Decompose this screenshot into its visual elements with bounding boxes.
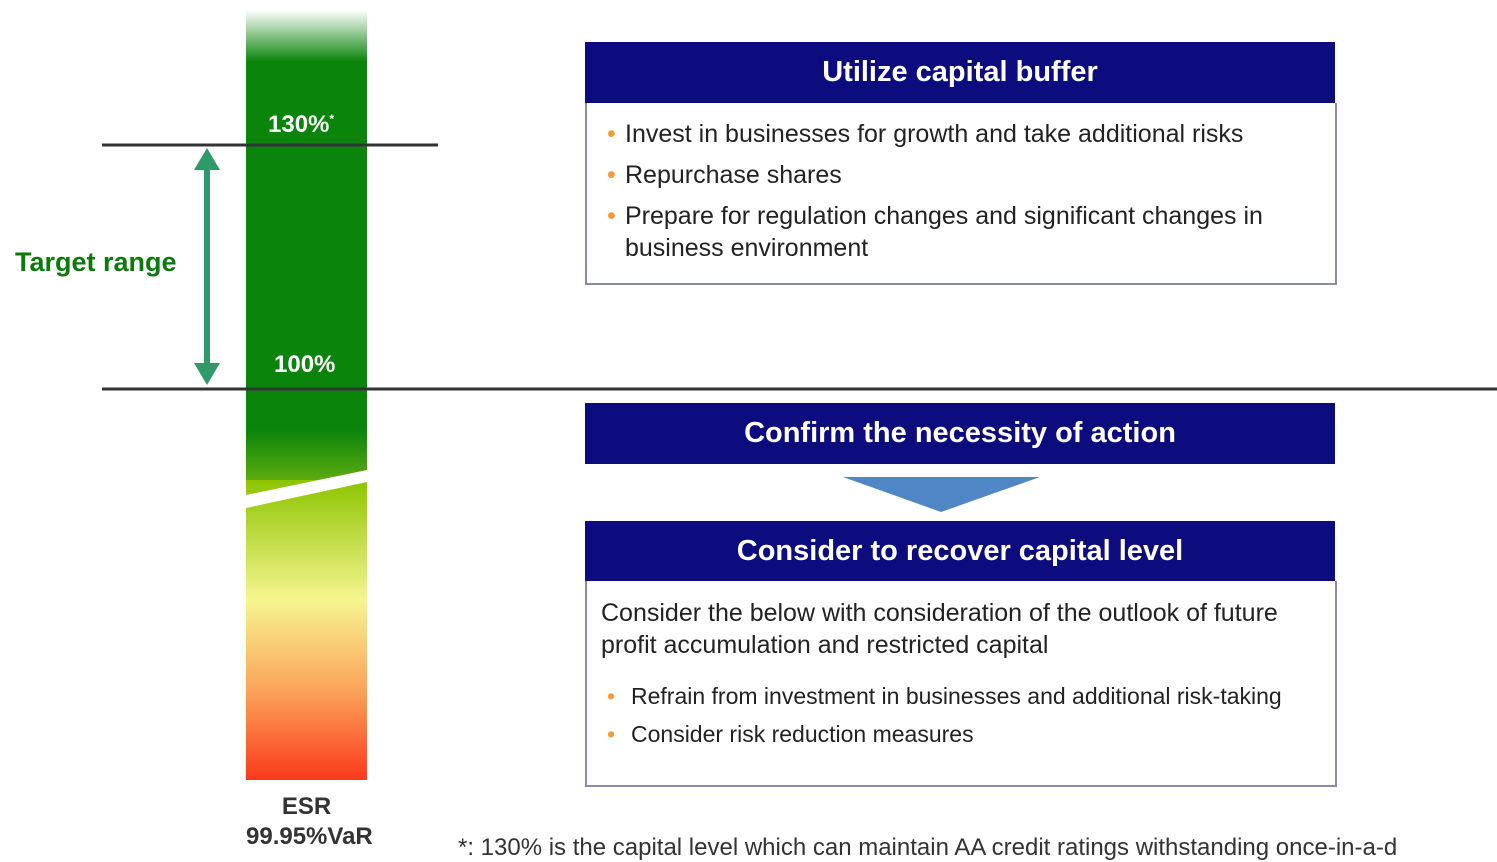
down-arrow <box>843 477 1040 512</box>
level-text: 130% <box>268 111 330 138</box>
footnote: *: 130% is the capital level which can m… <box>458 834 1398 861</box>
bullet: Prepare for regulation changes and signi… <box>587 200 1335 264</box>
axis-label-line: ESR <box>281 793 332 820</box>
target-range-label: Target range <box>15 247 177 277</box>
bar-green <box>246 61 367 431</box>
level-label: 130%* <box>268 111 334 139</box>
box-title: Consider to recover capital level <box>585 521 1335 582</box>
bullet: Consider risk reduction measures <box>587 719 1335 749</box>
level-label: 100% <box>274 351 336 378</box>
arrow-head <box>194 148 220 170</box>
axis-label: ESR 99.95%VaR <box>246 792 373 852</box>
axis-label-line: 99.95%VaR <box>246 823 373 850</box>
bar-break <box>246 470 367 508</box>
box-body: Invest in businesses for growth and take… <box>585 103 1337 285</box>
arrow-head <box>194 363 220 385</box>
box-body: Consider the below with consideration of… <box>585 581 1337 787</box>
bullet: Invest in businesses for growth and take… <box>587 118 1335 150</box>
bullet: Repurchase shares <box>587 159 1335 191</box>
footnote-mark: * <box>329 112 335 126</box>
bullet: Refrain from investment in businesses an… <box>587 681 1335 711</box>
box-text: Consider the below with consideration of… <box>601 599 1278 659</box>
bar-fade <box>246 10 367 62</box>
bar-low <box>246 480 367 780</box>
box-title: Utilize capital buffer <box>585 42 1335 103</box>
box-title: Confirm the necessity of action <box>585 403 1335 464</box>
